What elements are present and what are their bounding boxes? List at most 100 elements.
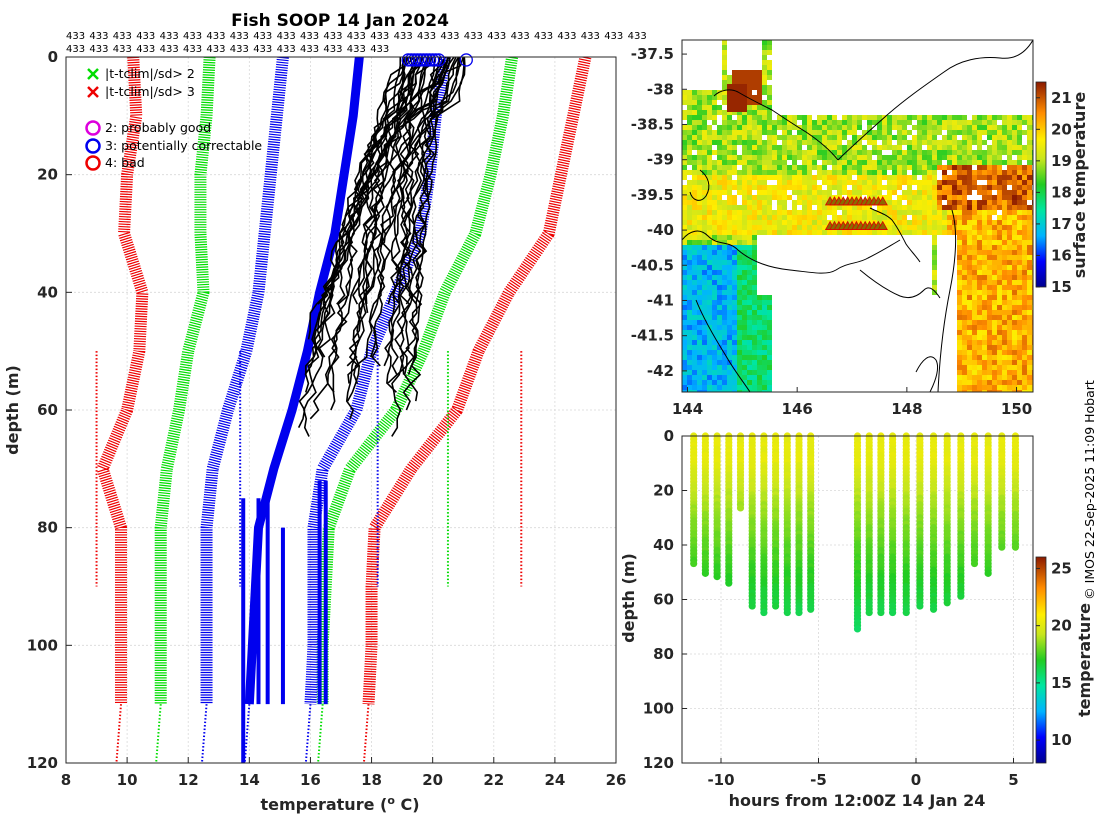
- sst-cell: [987, 170, 992, 175]
- sst-cell: [747, 375, 752, 380]
- sst-cell: [997, 340, 1002, 345]
- sst-cell: [737, 135, 742, 140]
- sst-cell: [932, 115, 937, 120]
- sst-cell: [942, 120, 947, 125]
- sst-cell: [1002, 300, 1007, 305]
- sst-cell: [717, 155, 722, 160]
- sst-cell: [717, 205, 722, 210]
- sst-cell: [972, 340, 977, 345]
- sst-cell: [1002, 135, 1007, 140]
- sst-cell: [702, 135, 707, 140]
- sst-cell: [737, 125, 742, 130]
- x-tick-label: 12: [178, 771, 199, 789]
- sst-cell: [732, 330, 737, 335]
- sst-cell: [697, 180, 702, 185]
- sst-colorbar-tick-label: 17: [1051, 215, 1072, 233]
- sst-cell: [1022, 265, 1027, 270]
- sst-cell: [682, 320, 687, 325]
- sst-cell: [722, 355, 727, 360]
- sst-cell: [972, 170, 977, 175]
- sst-cell: [792, 160, 797, 165]
- sst-cell: [702, 230, 707, 235]
- sst-cell: [747, 130, 752, 135]
- sst-cell: [807, 210, 812, 215]
- sst-cell: [1007, 295, 1012, 300]
- sst-cell: [987, 125, 992, 130]
- sst-cell: [757, 295, 762, 300]
- sst-cell: [702, 260, 707, 265]
- sst-cell: [697, 95, 702, 100]
- sst-cell: [757, 150, 762, 155]
- sst-cell: [697, 175, 702, 180]
- sst-cell: [1022, 245, 1027, 250]
- sst-cell: [892, 170, 897, 175]
- sst-cell: [917, 190, 922, 195]
- sst-cell: [927, 200, 932, 205]
- sst-cell: [737, 340, 742, 345]
- sst-cell: [682, 255, 687, 260]
- sst-cell: [712, 160, 717, 165]
- sst-cell: [977, 150, 982, 155]
- sst-cell: [712, 305, 717, 310]
- sst-cell: [757, 300, 762, 305]
- sst-cell: [927, 180, 932, 185]
- sst-cell: [1012, 130, 1017, 135]
- sst-cell: [767, 185, 772, 190]
- sst-cell: [972, 310, 977, 315]
- y-tick-label: 0: [48, 48, 58, 66]
- sst-cell: [967, 165, 972, 170]
- sst-cell: [902, 160, 907, 165]
- sst-cell: [1022, 315, 1027, 320]
- sst-cell: [687, 320, 692, 325]
- sst-cell: [987, 200, 992, 205]
- header-number: 433: [464, 31, 483, 42]
- sst-cell: [1027, 255, 1032, 260]
- sst-cell: [922, 210, 927, 215]
- sst-cell: [742, 170, 747, 175]
- sst-cell: [777, 125, 782, 130]
- sst-cell: [687, 230, 692, 235]
- sst-cell: [1002, 375, 1007, 380]
- x-axis-label-superscript: o: [387, 794, 395, 807]
- sst-cell: [797, 155, 802, 160]
- coastline-west-tas: [695, 299, 751, 392]
- sst-cell: [927, 205, 932, 210]
- xbt-profile: [391, 57, 441, 437]
- sst-cell: [807, 160, 812, 165]
- sst-cell: [1022, 290, 1027, 295]
- sst-cell: [687, 155, 692, 160]
- sst-cell: [1007, 115, 1012, 120]
- sst-cell: [717, 295, 722, 300]
- sst-cell: [727, 170, 732, 175]
- sst-cell: [747, 95, 752, 100]
- sst-cell: [727, 300, 732, 305]
- sst-cell: [1017, 330, 1022, 335]
- sst-cell: [787, 130, 792, 135]
- sst-cell: [987, 265, 992, 270]
- sst-cell: [897, 220, 902, 225]
- sst-cell: [687, 195, 692, 200]
- sst-cell: [702, 250, 707, 255]
- sst-cell: [782, 230, 787, 235]
- sst-cell: [927, 225, 932, 230]
- sst-cell: [702, 155, 707, 160]
- sst-cell: [717, 330, 722, 335]
- sst-cell: [757, 375, 762, 380]
- sst-cell: [687, 270, 692, 275]
- sst-cell: [852, 210, 857, 215]
- cast-sample: [902, 608, 910, 617]
- sst-cell: [722, 45, 727, 50]
- x-tick-label: 14: [239, 771, 260, 789]
- sst-cell: [722, 265, 727, 270]
- sst-cell: [932, 290, 937, 295]
- sst-cell: [1002, 210, 1007, 215]
- sst-cell: [767, 50, 772, 55]
- sst-cell: [687, 220, 692, 225]
- sst-cell: [962, 120, 967, 125]
- sst-cell: [697, 385, 702, 390]
- sst-cell: [917, 210, 922, 215]
- sst-cell: [762, 335, 767, 340]
- sst-cell: [807, 165, 812, 170]
- sst-cell: [987, 340, 992, 345]
- sst-cell: [912, 115, 917, 120]
